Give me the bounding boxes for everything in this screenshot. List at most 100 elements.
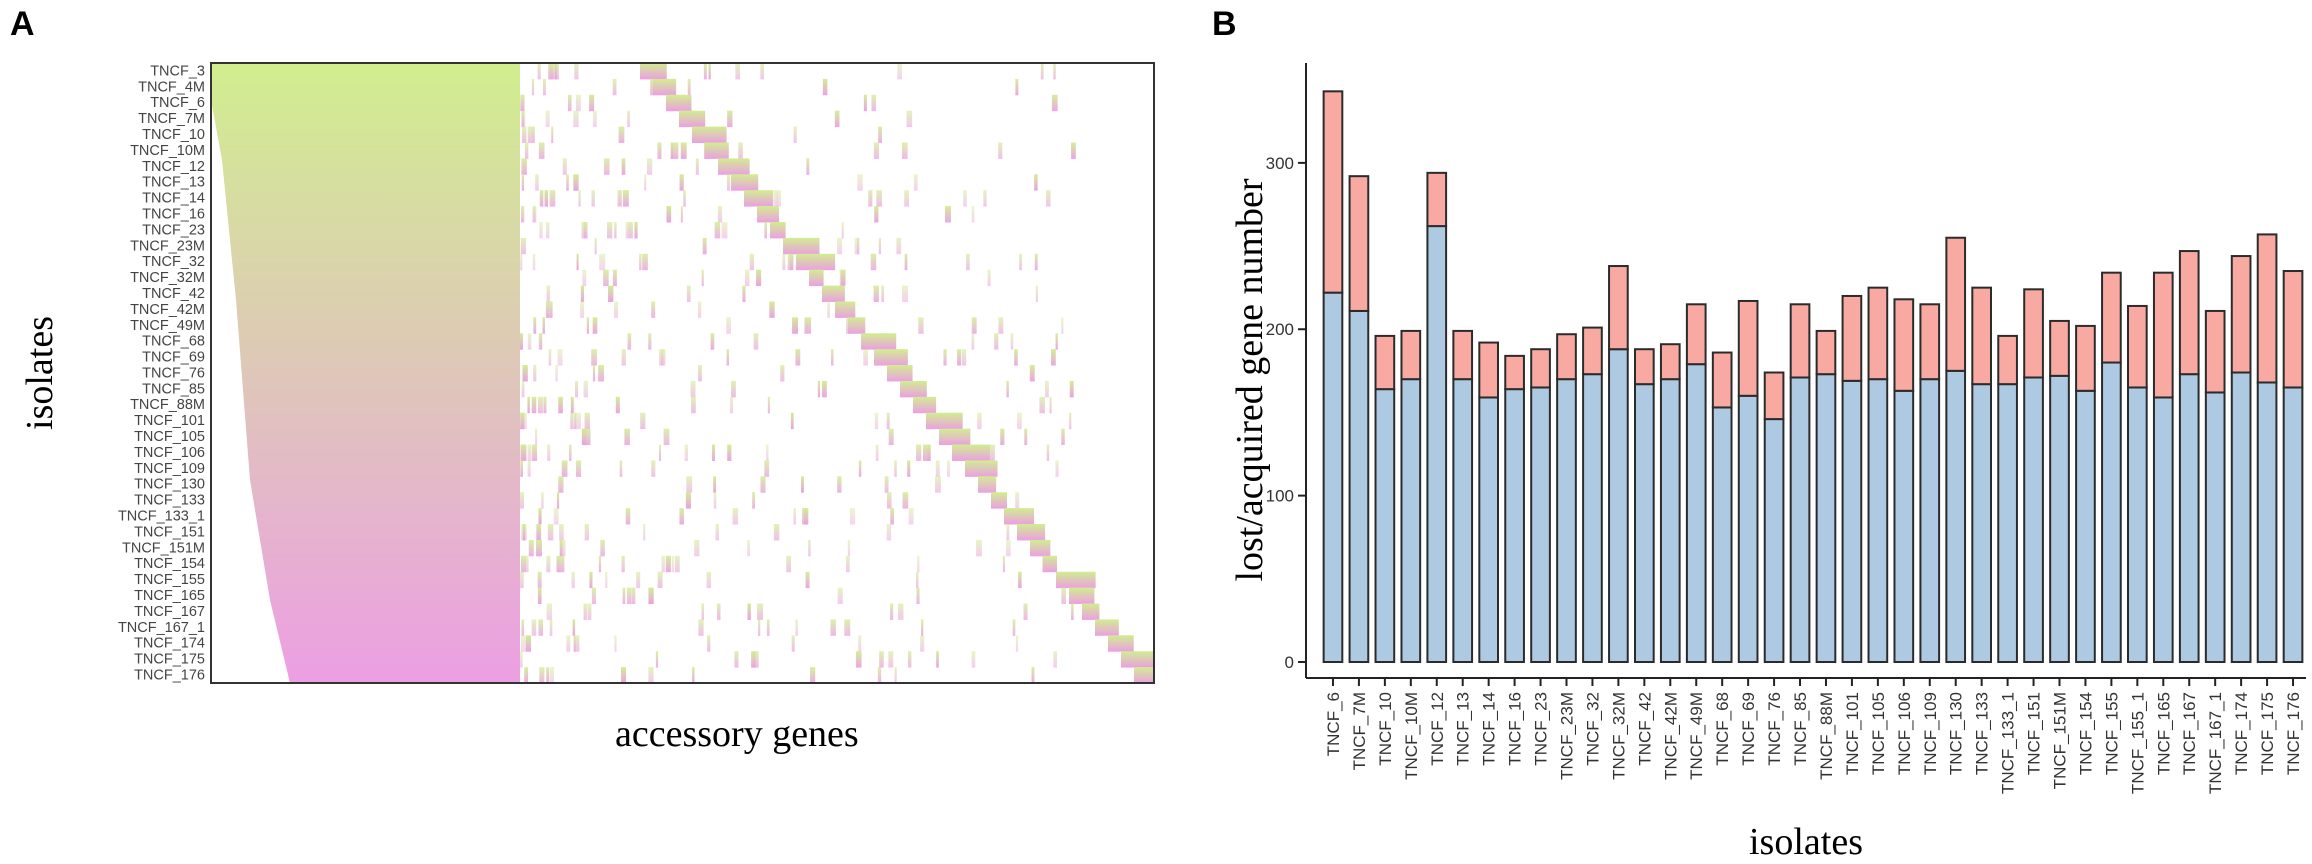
x-tick-label: TNCF_42M (1661, 692, 1680, 780)
heatmap-unique-block (913, 396, 937, 414)
heatmap-cell (782, 253, 786, 271)
heatmap-cell (666, 206, 672, 223)
heatmap-row-label: TNCF_68 (142, 334, 205, 350)
heatmap-cell (971, 651, 976, 668)
heatmap-unique-block (1108, 635, 1134, 652)
heatmap-cell (634, 221, 638, 239)
heatmap-cell (580, 301, 585, 318)
heatmap-cell (642, 253, 648, 271)
heatmap-unique-block (900, 380, 927, 398)
heatmap-cell (580, 285, 585, 302)
heatmap-cell (522, 158, 527, 175)
heatmap-cell (817, 380, 821, 398)
heatmap-cell (671, 555, 674, 573)
heatmap-cell (881, 285, 885, 302)
heatmap-cell (971, 333, 975, 350)
heatmap-cell (806, 317, 812, 334)
heatmap-cell (904, 253, 908, 271)
heatmap-row-label: TNCF_6 (150, 95, 205, 111)
heatmap-row-label: TNCF_167 (134, 604, 205, 620)
heatmap-cell (657, 571, 663, 589)
bar-lost (1997, 334, 2018, 386)
heatmap-cell (804, 508, 809, 525)
heatmap-cell (998, 317, 1004, 334)
bar-acquired (2230, 371, 2252, 663)
heatmap-cell (1045, 380, 1049, 398)
bar-acquired (1919, 378, 1941, 663)
heatmap-cell (573, 110, 579, 128)
bar-lost (2204, 309, 2226, 394)
bar-lost (1945, 236, 1967, 372)
bar-lost (1867, 286, 1889, 381)
heatmap-cell (648, 667, 654, 683)
heatmap-cell (758, 206, 764, 223)
bar-acquired (1400, 378, 1422, 663)
heatmap-cell (539, 333, 543, 350)
heatmap-cell (585, 428, 591, 446)
heatmap-x-axis-title: accessory genes (615, 713, 859, 755)
heatmap-cell (827, 301, 831, 318)
heatmap-cell (670, 142, 674, 159)
heatmap-cell (521, 380, 525, 398)
heatmap-row-label: TNCF_14 (142, 191, 205, 207)
heatmap-cell (988, 444, 995, 461)
heatmap-cell (621, 555, 625, 573)
heatmap-row-labels: TNCF_3TNCF_4MTNCF_6TNCF_7MTNCF_10TNCF_10… (118, 63, 205, 683)
heatmap-row-label: TNCF_13 (142, 175, 205, 191)
heatmap-row-label: TNCF_76 (142, 365, 205, 381)
heatmap-cell (521, 174, 525, 191)
heatmap-cell (804, 317, 808, 334)
heatmap-cell (747, 539, 750, 557)
heatmap-cell (907, 651, 912, 668)
heatmap-cell (1021, 524, 1027, 541)
heatmap-cell (817, 269, 822, 287)
heatmap-unique-block (1095, 619, 1119, 636)
heatmap-cell (874, 412, 879, 430)
heatmap-cell (878, 237, 882, 255)
heatmap-cell (598, 555, 602, 573)
x-tick-label: TNCF_69 (1739, 692, 1758, 766)
bar-acquired (1997, 383, 2018, 663)
heatmap-cell (758, 619, 761, 636)
heatmap-unique-block (1082, 603, 1100, 620)
bar-lost (1919, 303, 1941, 381)
heatmap-cell (553, 508, 559, 525)
bar-lost (1737, 299, 1759, 397)
bar-lost (2075, 324, 2096, 392)
heatmap-cell (586, 317, 589, 334)
bar-lost (2127, 304, 2148, 389)
heatmap-cell (626, 587, 632, 605)
bar-acquired (1789, 376, 1811, 663)
y-tick-label: 300 (1266, 154, 1294, 173)
heatmap-cell (566, 635, 571, 652)
heatmap-cell (583, 380, 589, 398)
heatmap-cell (841, 221, 844, 239)
bar-acquired (2023, 376, 2044, 663)
heatmap-row-label: TNCF_32 (142, 254, 205, 270)
bar-acquired (1322, 291, 1344, 663)
heatmap-cell (520, 333, 523, 350)
x-tick-label: TNCF_10 (1376, 692, 1395, 766)
heatmap-cell (614, 221, 617, 239)
bar-lost (1478, 341, 1499, 399)
heatmap-cell (871, 94, 877, 112)
heatmap-cell (855, 651, 862, 668)
heatmap-cell (1015, 78, 1019, 96)
heatmap-cell (612, 78, 617, 96)
heatmap-cell (905, 365, 908, 382)
heatmap-cell (574, 635, 580, 652)
heatmap-cell (568, 444, 572, 461)
heatmap-cell (539, 667, 545, 683)
heatmap-cell (712, 444, 716, 461)
bar-acquired (2101, 361, 2122, 663)
heatmap-row-label: TNCF_69 (142, 350, 205, 366)
bar-lost (2256, 233, 2278, 384)
heatmap-cell (896, 237, 902, 255)
heatmap-cell (707, 635, 711, 652)
heatmap-cell (994, 333, 999, 350)
heatmap-cell (810, 667, 816, 683)
heatmap-unique-block (887, 365, 913, 382)
bar-acquired (2178, 373, 2200, 663)
heatmap-cell (936, 651, 939, 668)
